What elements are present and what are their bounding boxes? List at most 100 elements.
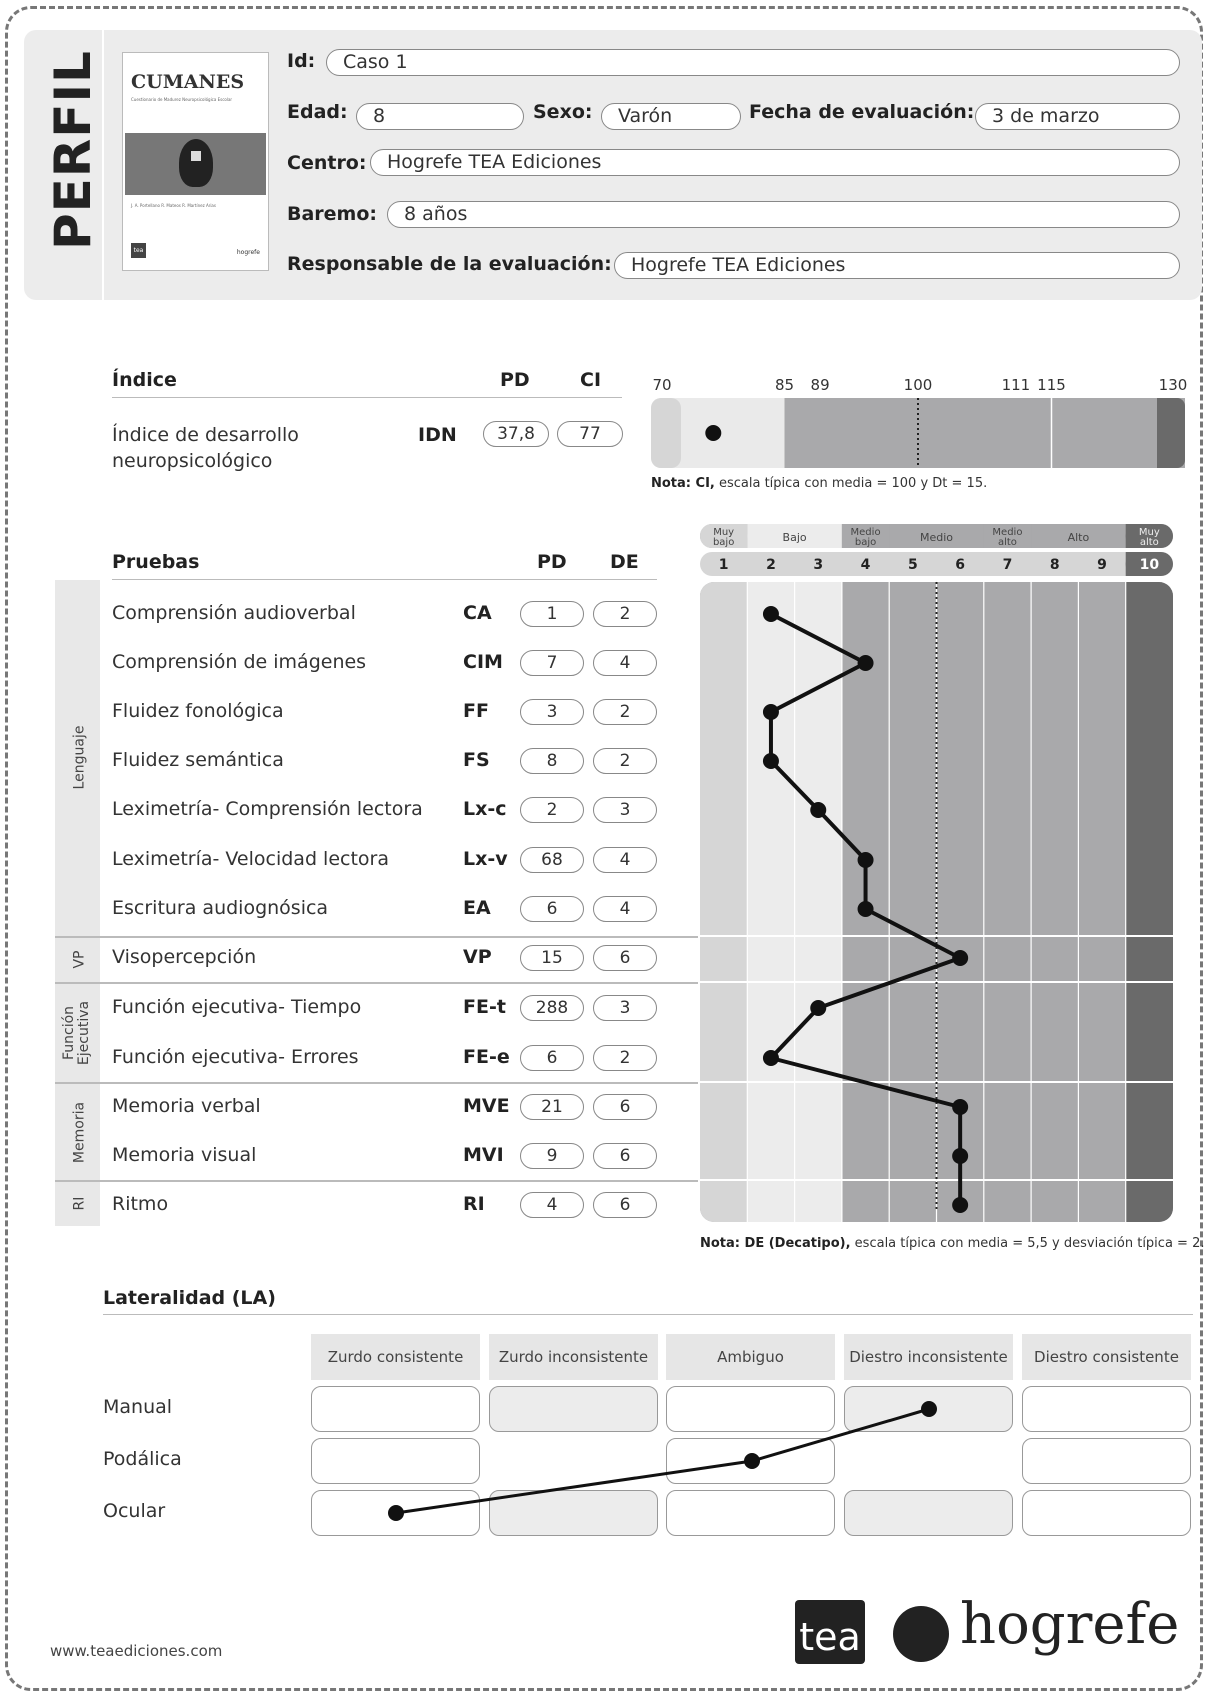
group-divider: [55, 982, 698, 984]
ci-tick-label: 130: [1159, 376, 1188, 394]
footer-tea-logo: tea: [795, 1600, 865, 1664]
laterality-cell[interactable]: [311, 1386, 480, 1432]
baremo-label: Baremo:: [287, 203, 378, 225]
test-name: Fluidez fonológica: [112, 700, 284, 722]
test-de-box[interactable]: 2: [593, 748, 657, 774]
ci-scale-chart: 70 85 89 100 111 115 130: [651, 376, 1188, 468]
laterality-cell[interactable]: [1022, 1438, 1191, 1484]
test-name: Visopercepción: [112, 946, 257, 968]
laterality-cell[interactable]: [311, 1438, 480, 1484]
test-pd-box[interactable]: 9: [520, 1143, 584, 1169]
index-pd-box[interactable]: 37,8: [483, 421, 549, 447]
tests-header-rule: [112, 579, 657, 580]
baremo-field[interactable]: 8 años: [387, 201, 1180, 228]
de-decatipo-label: 10: [1140, 557, 1160, 573]
fecha-label: Fecha de evaluación:: [749, 101, 975, 123]
responsable-field[interactable]: Hogrefe TEA Ediciones: [614, 252, 1180, 279]
page-title: PERFIL: [44, 50, 102, 250]
de-band-header: [983, 524, 1032, 548]
laterality-cell[interactable]: [666, 1386, 835, 1432]
test-pd-box[interactable]: 6: [520, 896, 584, 922]
test-de-box[interactable]: 4: [593, 896, 657, 922]
edad-label: Edad:: [287, 101, 348, 123]
sexo-label: Sexo:: [533, 101, 593, 123]
de-profile-point: [857, 852, 874, 868]
test-pd-box[interactable]: 4: [520, 1192, 584, 1218]
cover-subtitle: Cuestionario de Madurez Neuropsicológica…: [131, 97, 233, 102]
test-pd-box[interactable]: 15: [520, 945, 584, 971]
test-de-box[interactable]: 4: [593, 847, 657, 873]
de-profile-point: [952, 1148, 969, 1164]
group-label-lenguaje: Lenguaje: [71, 725, 88, 790]
de-band-label: bajo: [713, 537, 734, 548]
laterality-cell[interactable]: [666, 1438, 835, 1484]
edad-field[interactable]: 8: [356, 103, 524, 130]
test-de-box[interactable]: 3: [593, 797, 657, 823]
laterality-cell[interactable]: [844, 1490, 1013, 1536]
laterality-title: Lateralidad (LA): [103, 1287, 276, 1309]
test-pd-box[interactable]: 7: [520, 650, 584, 676]
index-title: Índice: [112, 369, 177, 391]
test-de-box[interactable]: 4: [593, 650, 657, 676]
test-de-box[interactable]: 6: [593, 1094, 657, 1120]
de-profile-point: [762, 753, 779, 769]
laterality-cell[interactable]: [489, 1386, 658, 1432]
test-de-box[interactable]: 2: [593, 1045, 657, 1071]
ci-band-muy-bajo: [651, 398, 681, 468]
test-de-box[interactable]: 2: [593, 601, 657, 627]
de-decatipo-label: 4: [861, 557, 871, 573]
book-cover: CUMANES Cuestionario de Madurez Neuropsi…: [122, 52, 269, 271]
test-abbr: MVE: [463, 1095, 510, 1117]
test-abbr: CA: [463, 602, 492, 624]
test-name: Leximetría- Comprensión lectora: [112, 798, 423, 820]
test-pd-box[interactable]: 68: [520, 847, 584, 873]
tests-de-header: DE: [610, 551, 639, 573]
sexo-field[interactable]: Varón: [601, 103, 741, 130]
centro-field[interactable]: Hogrefe TEA Ediciones: [370, 149, 1180, 176]
laterality-cell[interactable]: [489, 1490, 658, 1536]
de-profile-point: [857, 901, 874, 917]
de-band-label: alto: [998, 537, 1017, 548]
de-band-label: Medio: [920, 531, 953, 544]
footer-url[interactable]: www.teaediciones.com: [50, 1642, 223, 1660]
cover-title: CUMANES: [131, 71, 245, 93]
laterality-row-label: Ocular: [103, 1500, 166, 1522]
group-label-ri: RI: [71, 1196, 88, 1211]
test-name: Fluidez semántica: [112, 749, 284, 771]
de-decatipo-label: 5: [908, 557, 918, 573]
laterality-cell[interactable]: [1022, 1490, 1191, 1536]
test-pd-box[interactable]: 21: [520, 1094, 584, 1120]
group-label-vp: VP: [71, 950, 88, 969]
ci-tick-label: 70: [652, 376, 671, 394]
id-label: Id:: [287, 50, 316, 72]
cover-tea-logo: tea: [131, 243, 146, 258]
test-de-box[interactable]: 6: [593, 1143, 657, 1169]
test-pd-box[interactable]: 288: [520, 995, 584, 1021]
fecha-field[interactable]: 3 de marzo: [975, 103, 1180, 130]
test-name: Memoria visual: [112, 1144, 257, 1166]
test-de-box[interactable]: 3: [593, 995, 657, 1021]
test-de-box[interactable]: 6: [593, 945, 657, 971]
group-label-funcion-ejecutiva: Función Ejecutiva: [61, 983, 92, 1083]
index-ci-box[interactable]: 77: [557, 421, 623, 447]
tests-title: Pruebas: [112, 551, 200, 573]
test-de-box[interactable]: 6: [593, 1192, 657, 1218]
test-pd-box[interactable]: 3: [520, 699, 584, 725]
index-name-line2: neuropsicológico: [112, 450, 273, 472]
de-profile-point: [810, 802, 827, 818]
test-pd-box[interactable]: 1: [520, 601, 584, 627]
test-pd-box[interactable]: 2: [520, 797, 584, 823]
laterality-row-label: Podálica: [103, 1448, 182, 1470]
de-band-label: Medio: [851, 527, 881, 538]
group-label-funcion-line1: Función: [61, 1005, 77, 1061]
laterality-cell[interactable]: [311, 1490, 480, 1536]
laterality-cell[interactable]: [844, 1386, 1013, 1432]
laterality-cell[interactable]: [1022, 1386, 1191, 1432]
test-pd-box[interactable]: 6: [520, 1045, 584, 1071]
laterality-cell[interactable]: [666, 1490, 835, 1536]
id-field[interactable]: Caso 1: [326, 49, 1180, 76]
test-pd-box[interactable]: 8: [520, 748, 584, 774]
test-abbr: EA: [463, 897, 491, 919]
test-de-box[interactable]: 2: [593, 699, 657, 725]
index-abbr: IDN: [418, 424, 457, 446]
